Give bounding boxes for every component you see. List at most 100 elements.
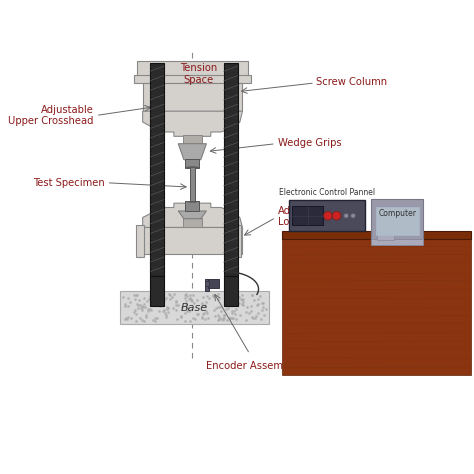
Point [119, 293, 127, 301]
Point [172, 306, 180, 314]
Point [155, 308, 163, 315]
Circle shape [351, 213, 356, 218]
Bar [392, 239, 403, 245]
Point [151, 297, 159, 305]
Bar [143, 83, 243, 111]
Point [253, 301, 260, 309]
Point [187, 296, 194, 303]
Point [215, 314, 223, 321]
Point [212, 304, 220, 312]
Point [173, 298, 180, 305]
Point [182, 317, 189, 325]
Point [239, 301, 246, 308]
Point [153, 314, 161, 322]
Point [121, 302, 129, 310]
Point [243, 304, 250, 311]
Polygon shape [143, 111, 243, 137]
Point [228, 307, 236, 315]
Point [157, 295, 164, 303]
Point [172, 301, 180, 309]
Bar [224, 64, 237, 276]
Point [132, 318, 139, 325]
Point [248, 292, 255, 299]
Text: Computer: Computer [378, 209, 416, 218]
Bar [190, 167, 195, 202]
Point [177, 313, 185, 320]
Point [157, 303, 164, 310]
Point [215, 311, 222, 319]
Point [237, 295, 245, 303]
Bar [289, 200, 365, 231]
Bar [119, 291, 269, 324]
Point [236, 299, 243, 307]
Point [229, 314, 237, 321]
Point [199, 313, 206, 321]
Point [131, 306, 139, 314]
Point [204, 314, 211, 322]
Point [121, 315, 129, 323]
Point [250, 296, 258, 303]
Point [146, 295, 153, 303]
Point [164, 303, 171, 310]
Bar [283, 231, 471, 239]
Point [143, 297, 150, 305]
Point [235, 293, 243, 301]
Point [224, 304, 231, 311]
Point [201, 315, 208, 322]
Bar [150, 276, 164, 306]
Point [164, 304, 172, 312]
Polygon shape [178, 144, 207, 160]
Point [248, 313, 256, 320]
Point [254, 309, 262, 317]
Point [260, 311, 267, 319]
Point [226, 314, 234, 321]
Point [166, 295, 173, 303]
Bar [376, 228, 394, 240]
Point [242, 316, 250, 324]
Point [135, 296, 143, 303]
Point [168, 293, 176, 301]
Point [239, 296, 246, 303]
Point [177, 313, 185, 320]
Point [259, 303, 266, 311]
Point [163, 311, 170, 319]
Point [121, 301, 129, 308]
Point [171, 290, 178, 298]
Point [179, 303, 186, 310]
Bar [205, 279, 209, 291]
Point [152, 315, 159, 322]
Point [124, 315, 131, 323]
Point [222, 305, 230, 312]
Point [164, 309, 172, 316]
Point [202, 298, 210, 306]
Point [182, 294, 189, 302]
Point [140, 300, 148, 308]
Point [137, 314, 144, 322]
Text: Adjustable
Upper Crosshead: Adjustable Upper Crosshead [8, 105, 94, 126]
Point [247, 307, 255, 315]
Point [160, 306, 167, 314]
Point [141, 303, 149, 310]
Point [223, 317, 231, 324]
Point [183, 303, 191, 311]
Point [237, 311, 244, 319]
Point [132, 291, 139, 299]
Point [227, 297, 235, 305]
Point [136, 301, 144, 309]
Point [259, 299, 267, 307]
Point [185, 295, 192, 302]
Text: Test Specimen: Test Specimen [33, 178, 104, 188]
Point [232, 299, 240, 306]
Point [214, 303, 222, 311]
Point [159, 307, 166, 314]
Point [156, 294, 164, 301]
Point [218, 315, 225, 322]
Point [259, 306, 266, 314]
Point [137, 305, 145, 312]
Point [186, 292, 194, 299]
Point [230, 296, 238, 303]
Bar [376, 207, 419, 235]
Point [184, 304, 192, 312]
Point [144, 308, 151, 315]
Point [173, 315, 181, 323]
